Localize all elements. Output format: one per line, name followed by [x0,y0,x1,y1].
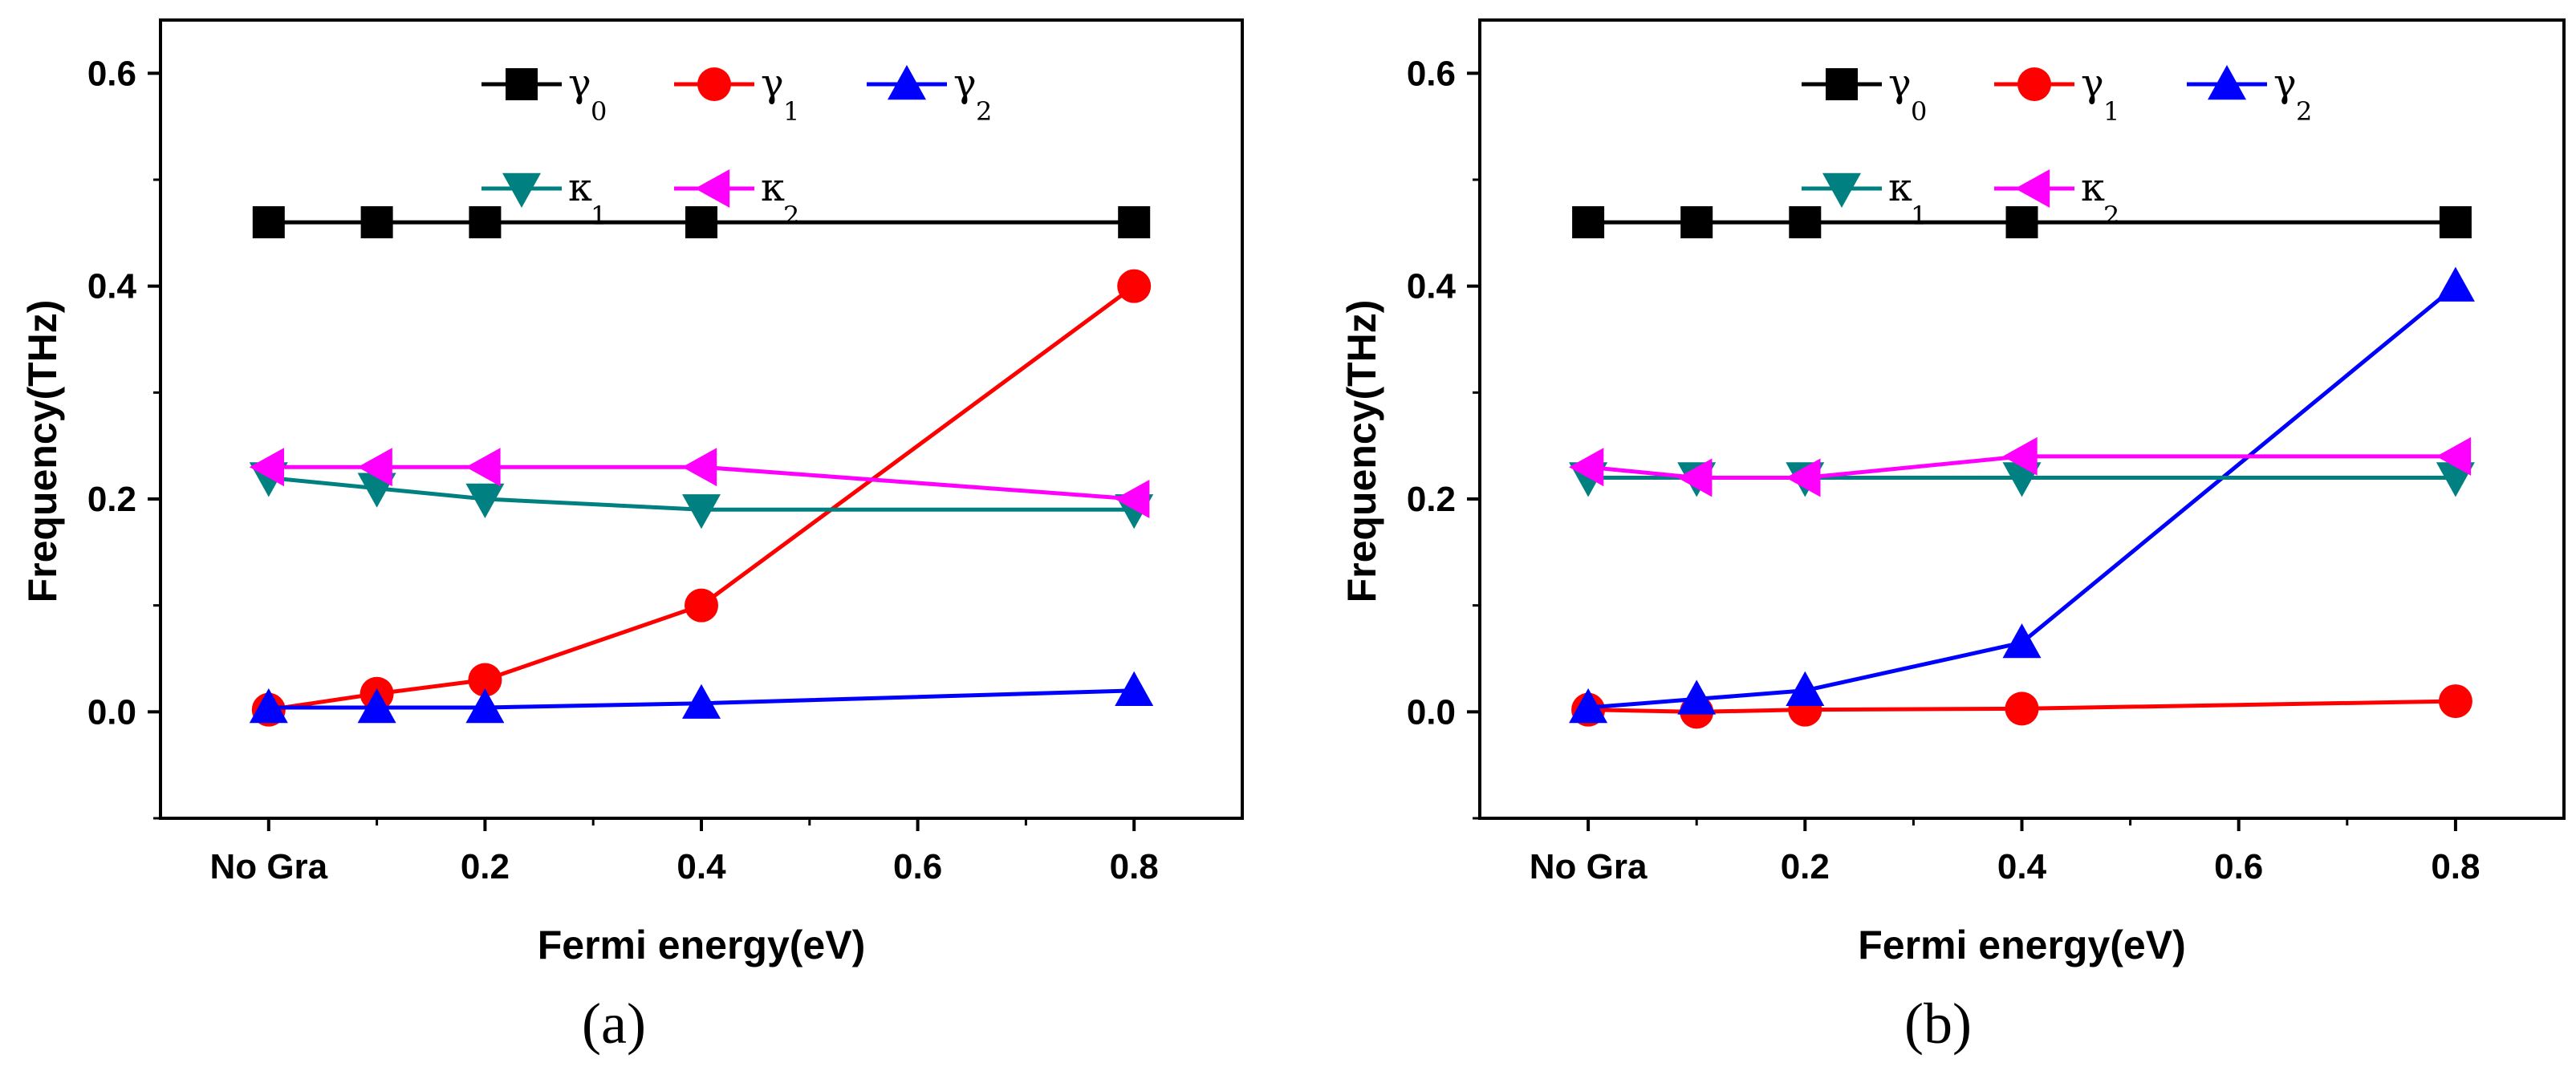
data-point-triangle-up [357,688,396,724]
data-point-triangle-up [249,688,288,724]
legend-marker-triangle-left [695,169,730,208]
data-point-triangle-up [1786,671,1825,706]
legend-subscript: 1 [2103,96,2119,127]
legend-marker-circle [697,67,731,101]
data-point-square [252,206,285,239]
data-point-circle [2438,684,2472,719]
legend-symbol: γ [953,61,977,106]
data-point-square [685,206,717,239]
legend-marker-triangle-up [2208,65,2246,100]
data-point-triangle-up [1569,688,1608,724]
data-point-circle [468,663,502,697]
legend-subscript: 0 [591,96,607,127]
legend-subscript: 1 [1911,201,1927,231]
data-point-square [1118,206,1151,239]
legend-marker-triangle-left [2015,169,2050,208]
data-point-square [2005,206,2038,239]
data-point-triangle-up [2436,266,2475,302]
data-point-triangle-left [1677,458,1713,497]
data-point-triangle-up [682,683,721,719]
legend-symbol: γ [2081,61,2104,106]
data-point-square [360,206,393,239]
data-point-triangle-left [2002,436,2038,476]
data-point-circle [2005,692,2039,726]
x-tick-label: 0.2 [461,847,510,886]
legend-symbol: γ [568,61,591,106]
legend-marker-square [1826,68,1858,100]
y-axis-label: Frequency(THz) [20,300,65,603]
x-tick-label: No Gra [1530,847,1648,886]
legend-symbol: κ [1888,165,1912,210]
legend-symbol: κ [2081,165,2105,210]
data-point-square [1789,206,1822,239]
legend-subscript: 2 [2103,201,2119,231]
data-point-triangle-left [1569,448,1604,487]
legend-marker-square [506,68,538,100]
x-tick-label: 0.8 [2431,847,2480,886]
data-point-triangle-left [2436,436,2472,476]
data-point-square [1680,206,1713,239]
y-tick-label: 0.6 [1407,54,1456,93]
data-point-triangle-up [1677,679,1717,715]
y-tick-label: 0.6 [87,54,136,93]
chart-panel-b: No Gra 0.2 0.4 0.6 0.8 0.0 0.2 0.4 0.6 Fermi ener… [1339,18,2566,967]
data-point-triangle-down [465,483,505,518]
legend-symbol: γ [761,61,784,106]
data-point-square [2439,206,2472,239]
legend-symbol: γ [1888,61,1912,106]
legend-marker-circle [2017,67,2051,101]
x-axis-label: Fermi energy(eV) [1858,923,2185,967]
data-point-triangle-left [1786,458,1821,497]
y-tick-label: 0.0 [87,692,136,732]
legend-subscript: 2 [2296,96,2312,127]
panel-caption: (a) [582,992,646,1056]
legend-subscript: 0 [1911,96,1927,127]
data-point-square [1572,206,1605,239]
data-point-circle [1117,269,1152,303]
data-point-triangle-up [1115,671,1154,706]
legend-symbol: κ [761,165,785,210]
data-point-square [469,206,502,239]
x-tick-label: 0.4 [1997,847,2047,886]
panel-caption: (b) [1904,992,1972,1056]
data-point-triangle-down [682,494,721,529]
x-tick-label: 0.2 [1781,847,1830,886]
x-tick-label: 0.6 [893,847,942,886]
data-point-triangle-left [1115,480,1150,518]
y-tick-label: 0.4 [1407,267,1457,306]
y-tick-label: 0.2 [1407,480,1456,519]
data-point-circle [685,588,718,623]
x-axis-label: Fermi energy(eV) [538,923,865,967]
legend-subscript: 2 [783,201,799,231]
legend-marker-triangle-up [888,65,926,100]
legend-subscript: 1 [591,201,607,231]
x-tick-label: 0.6 [2214,847,2263,886]
legend-symbol: κ [568,165,592,210]
data-point-triangle-left [357,448,392,487]
data-point-triangle-up [465,688,505,724]
x-tick-label: 0.8 [1110,847,1159,886]
legend-subscript: 1 [783,96,799,127]
data-point-triangle-left [249,448,284,487]
y-tick-label: 0.2 [87,480,136,519]
legend-symbol: γ [2273,61,2297,106]
data-point-triangle-left [465,448,501,487]
legend-marker-triangle-down [1822,172,1861,208]
chart-panel-a: No Gra 0.2 0.4 0.6 0.8 0.0 0.2 0.4 0.6 Fermi ener… [20,18,1244,967]
y-tick-label: 0.4 [87,267,137,306]
y-axis-label: Frequency(THz) [1339,300,1384,603]
legend-marker-triangle-down [502,172,541,208]
y-tick-label: 0.0 [1407,692,1456,732]
legend-subscript: 2 [976,96,992,127]
data-point-triangle-left [682,448,717,487]
x-tick-label: 0.4 [677,847,726,886]
x-tick-label: No Gra [209,847,327,886]
data-point-triangle-up [2002,623,2042,659]
